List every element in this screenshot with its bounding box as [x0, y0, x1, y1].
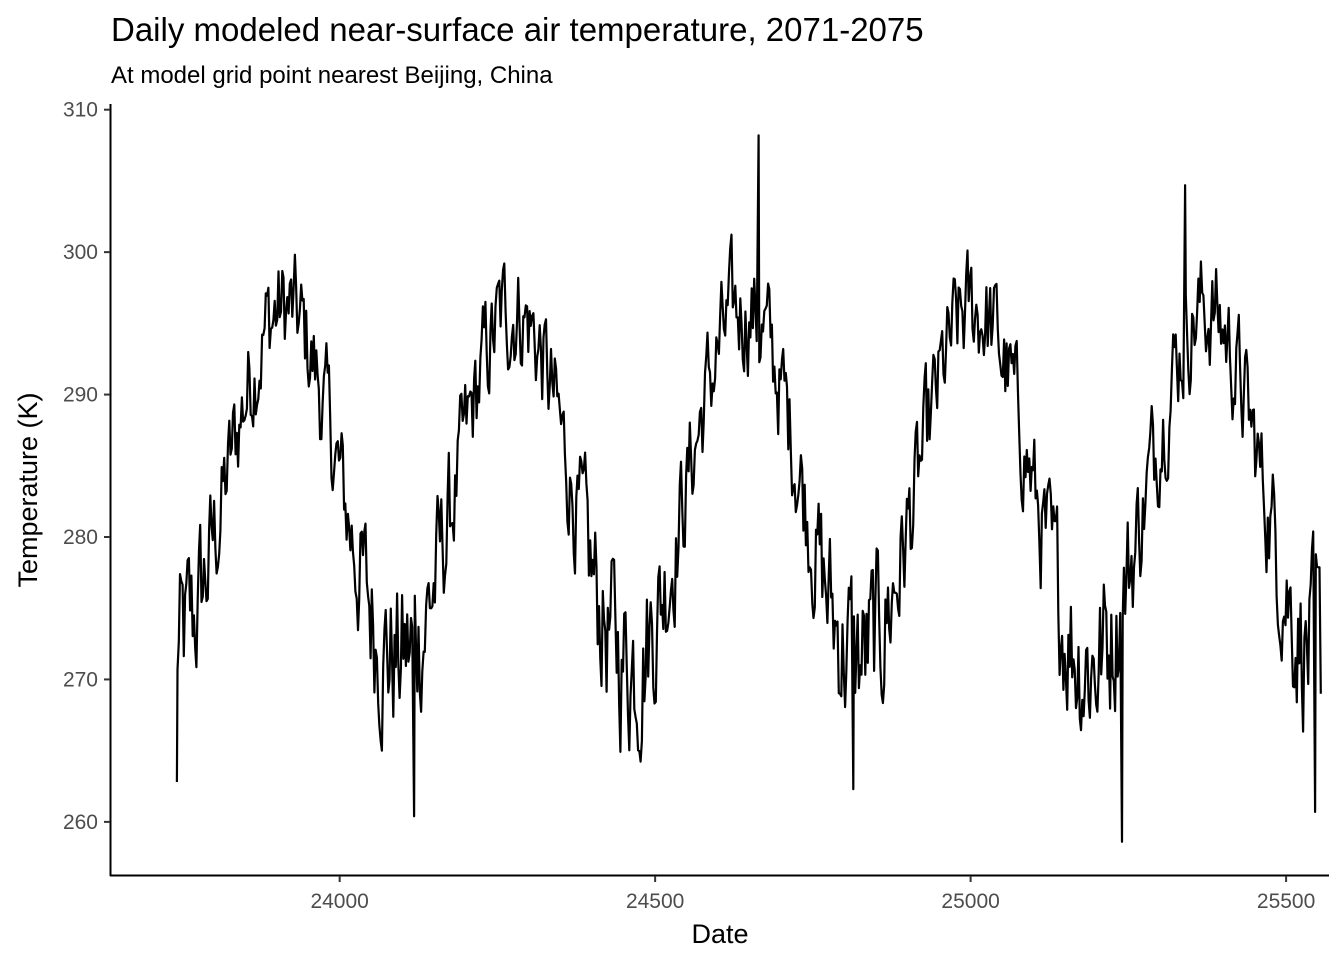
x-tick-label: 25000: [941, 890, 999, 913]
series-line-temperature: [175, 134, 1322, 843]
x-tick-label: 24000: [310, 890, 368, 913]
x-tick-label: 24500: [626, 890, 684, 913]
chart-subtitle: At model grid point nearest Beijing, Chi…: [111, 62, 553, 89]
y-tick-label: 300: [63, 241, 98, 264]
x-tick-label: 25500: [1257, 890, 1315, 913]
x-axis-label: Date: [691, 919, 748, 949]
y-tick-label: 290: [63, 384, 98, 407]
plot-area: [175, 134, 1322, 843]
x-ticks: 24000 24500 25000 25500: [310, 876, 1315, 913]
chart-title: Daily modeled near-surface air temperatu…: [111, 11, 924, 48]
x-axis: 24000 24500 25000 25500: [110, 874, 1329, 913]
y-axis-label: Temperature (K): [13, 392, 43, 587]
y-tick-label: 310: [63, 99, 98, 122]
y-tick-label: 280: [63, 526, 98, 549]
y-tick-label: 260: [63, 811, 98, 834]
y-tick-label: 270: [63, 668, 98, 691]
y-ticks: 260 270 280 290 300 310: [63, 99, 110, 834]
y-axis: 260 270 280 290 300 310: [63, 99, 112, 876]
